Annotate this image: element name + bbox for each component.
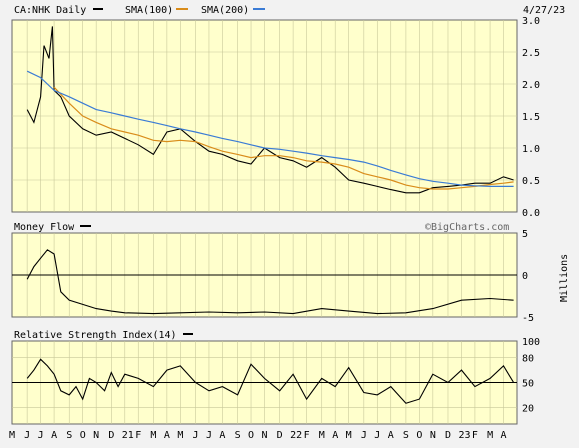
x-tick-label: 21 [122, 430, 134, 441]
price-y-tick-label: 0.0 [522, 208, 540, 219]
rsi-y-tick-label: 80 [522, 354, 534, 365]
x-tick-label: J [38, 430, 44, 441]
rsi-title: Relative Strength Index(14) [14, 330, 177, 341]
x-tick-label: M [319, 430, 325, 441]
time-axis: M J J A S O N D 21 F M A M J J A S O N D 22 F M A M J J A S O N D 23 F M A [9, 430, 507, 441]
price-lines [26, 26, 514, 194]
price-y-ticks: 0.0 0.5 1.0 1.5 2.0 2.5 3.0 [522, 16, 540, 219]
x-tick-label: 22 [290, 430, 302, 441]
price-panel: 0.0 0.5 1.0 1.5 2.0 2.5 3.0 CA:NHK Daily SMA(1… [11, 5, 565, 219]
price-y-tick-label: 1.5 [522, 112, 540, 123]
x-tick-label: N [93, 430, 99, 441]
x-tick-label: S [235, 430, 241, 441]
x-tick-label: A [501, 430, 507, 441]
x-tick-label: N [262, 430, 268, 441]
x-tick-label: D [445, 430, 451, 441]
money-flow-series-0-line [26, 249, 514, 315]
money-flow-ylabel: Millions [559, 254, 570, 302]
rsi-grid [12, 341, 517, 424]
x-tick-label: M [150, 430, 156, 441]
x-tick-label: D [108, 430, 114, 441]
x-tick-label: D [277, 430, 283, 441]
price-legend: CA:NHK Daily SMA(100) SMA(200) 4/27/23 [14, 5, 565, 16]
x-tick-label: J [206, 430, 212, 441]
x-tick-label: F [135, 430, 141, 441]
price-y-tick-label: 2.0 [522, 80, 540, 91]
x-tick-label: S [66, 430, 72, 441]
x-tick-label: O [80, 430, 86, 441]
sma200-legend-label: SMA(200) [201, 5, 249, 16]
money-flow-title: Money Flow [14, 222, 75, 233]
x-tick-label: J [24, 430, 30, 441]
x-tick-label: M [177, 430, 183, 441]
money-flow-y-tick-label: 0 [522, 271, 528, 282]
price-y-tick-label: 2.5 [522, 48, 540, 59]
rsi-y-tick-label: 100 [522, 337, 540, 348]
price-series-0-line [26, 26, 514, 194]
money-flow-y-tick-label: -5 [522, 313, 534, 324]
x-tick-label: O [248, 430, 254, 441]
x-tick-label: A [164, 430, 170, 441]
money-flow-y-ticks: 5 0 -5 [522, 229, 534, 324]
rsi-y-tick-label: 50 [522, 379, 534, 390]
rsi-panel: 100 80 50 20 Relative Strength Index(14) [11, 330, 540, 425]
money-flow-lines [26, 249, 514, 315]
rsi-series-0-line [26, 358, 515, 404]
x-tick-label: A [51, 430, 57, 441]
price-y-tick-label: 3.0 [522, 16, 540, 27]
rsi-y-ticks: 100 80 50 20 [522, 337, 540, 414]
price-legend-symbol: CA:NHK Daily [14, 5, 86, 16]
price-series-1-line [53, 86, 514, 190]
rsi-lines [26, 358, 515, 404]
x-tick-label: A [388, 430, 394, 441]
money-flow-grid [12, 233, 517, 317]
x-tick-label: S [403, 430, 409, 441]
x-tick-label: N [430, 430, 436, 441]
chart-date: 4/27/23 [523, 5, 565, 16]
money-flow-panel: 5 0 -5 Money Flow ©BigCharts.com Millions [11, 222, 570, 324]
x-tick-label: A [219, 430, 225, 441]
x-tick-label: J [361, 430, 367, 441]
x-tick-label: O [416, 430, 422, 441]
x-tick-label: M [487, 430, 493, 441]
x-tick-label: M [346, 430, 352, 441]
price-series-2-line [26, 70, 514, 187]
price-y-tick-label: 0.5 [522, 176, 540, 187]
rsi-y-tick-label: 20 [522, 403, 534, 414]
money-flow-y-tick-label: 5 [522, 229, 528, 240]
x-tick-label: M [9, 430, 15, 441]
x-tick-label: F [304, 430, 310, 441]
x-tick-label: J [374, 430, 380, 441]
price-y-tick-label: 1.0 [522, 144, 540, 155]
x-tick-label: A [332, 430, 338, 441]
x-tick-label: F [472, 430, 478, 441]
x-tick-label: J [192, 430, 198, 441]
x-tick-label: 23 [458, 430, 470, 441]
watermark: ©BigCharts.com [425, 222, 509, 233]
sma100-legend-label: SMA(100) [125, 5, 173, 16]
